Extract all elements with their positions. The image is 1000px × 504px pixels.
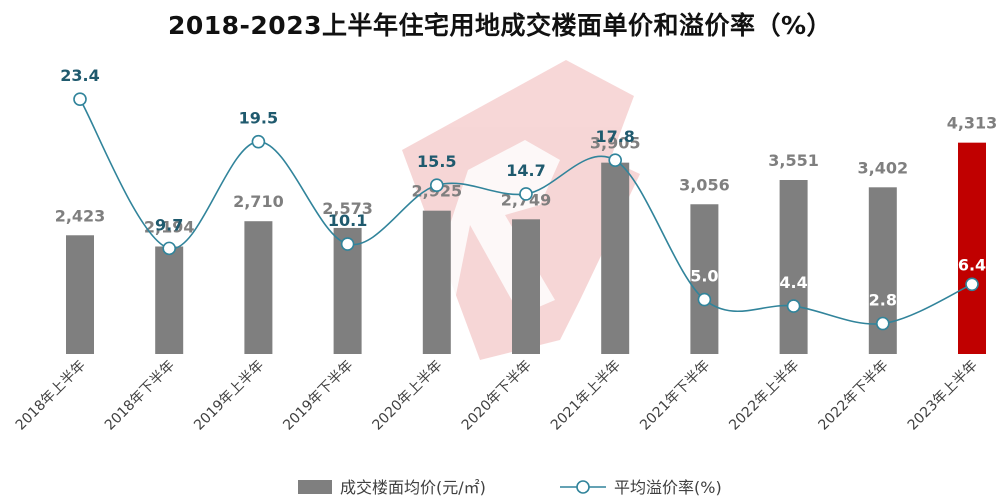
x-tick-label: 2020年上半年: [370, 358, 446, 434]
x-tick-label: 2018年下半年: [102, 358, 178, 434]
bar-data-label: 3,905: [590, 134, 641, 153]
line-labels: 23.4 9.7 19.5 10.1 15.5 14.7 17.8 5.0 4.4 2.8 6.4: [60, 66, 986, 309]
line-point: [429, 178, 444, 193]
legend: 成交楼面均价(元/㎡) 平均溢价率(%): [298, 478, 722, 497]
x-tick-label: 2021年上半年: [548, 358, 624, 434]
line-data-label: 2.8: [869, 291, 897, 310]
bar: [779, 180, 808, 354]
line-point: [73, 92, 87, 106]
line-data-label: 15.5: [417, 152, 456, 171]
x-tick-label: 2019年上半年: [191, 358, 267, 434]
bar: [601, 162, 630, 354]
legend-swatch-marker: [576, 480, 590, 494]
line-point: [608, 153, 623, 167]
line-data-label: 14.7: [506, 161, 545, 180]
x-tick-label: 2020年下半年: [459, 358, 535, 434]
bar: [66, 235, 94, 354]
line-point: [697, 292, 712, 307]
line-point: [786, 299, 801, 313]
line-data-label: 5.0: [690, 267, 718, 286]
x-tick-label: 2021年下半年: [637, 358, 713, 434]
bar: [690, 204, 719, 354]
bar: [958, 142, 986, 354]
bar-data-label: 2,573: [322, 199, 373, 218]
line-data-label: 23.4: [60, 66, 99, 85]
x-axis-ticks: 2018年上半年 2018年下半年 2019年上半年 2019年下半年 2020年上半年…: [13, 358, 981, 434]
line-data-label: 4.4: [779, 273, 807, 292]
line-point: [519, 187, 533, 201]
line-point: [251, 134, 266, 149]
bar-data-label: 2,710: [233, 192, 284, 211]
line-data-label: 17.8: [595, 127, 634, 146]
line-point: [340, 237, 355, 251]
legend-label: 平均溢价率(%): [614, 478, 722, 497]
bar: [512, 219, 540, 354]
x-tick-label: 2022年上半年: [726, 358, 802, 434]
legend-swatch-bar: [298, 480, 332, 494]
line-data-label: 19.5: [239, 109, 278, 128]
bar-data-label: 2,423: [55, 206, 106, 225]
line-series: [73, 92, 979, 331]
line-point: [965, 277, 979, 292]
bar-data-label: 4,313: [947, 114, 998, 133]
bar: [155, 246, 184, 354]
bar-data-label: 3,056: [679, 175, 730, 194]
line-point: [875, 316, 890, 331]
line-data-label: 6.4: [958, 255, 986, 274]
line-point: [162, 241, 176, 256]
legend-label: 成交楼面均价(元/㎡): [340, 478, 486, 497]
x-tick-label: 2018年上半年: [13, 358, 89, 434]
line-data-label: 10.1: [328, 211, 367, 230]
bar-series: [66, 142, 986, 354]
line-data-label: 9.7: [155, 215, 183, 234]
x-tick-label: 2023年上半年: [905, 358, 981, 434]
bar-data-label: 3,551: [768, 151, 819, 170]
bar-data-label: 2,194: [144, 217, 195, 236]
bar: [244, 221, 273, 354]
bar: [422, 210, 451, 354]
chart-title: 2018-2023上半年住宅用地成交楼面单价和溢价率（%）: [167, 11, 833, 40]
bar-data-label: 3,402: [857, 158, 908, 177]
x-tick-label: 2022年下半年: [816, 358, 892, 434]
x-tick-label: 2019年下半年: [280, 358, 356, 434]
